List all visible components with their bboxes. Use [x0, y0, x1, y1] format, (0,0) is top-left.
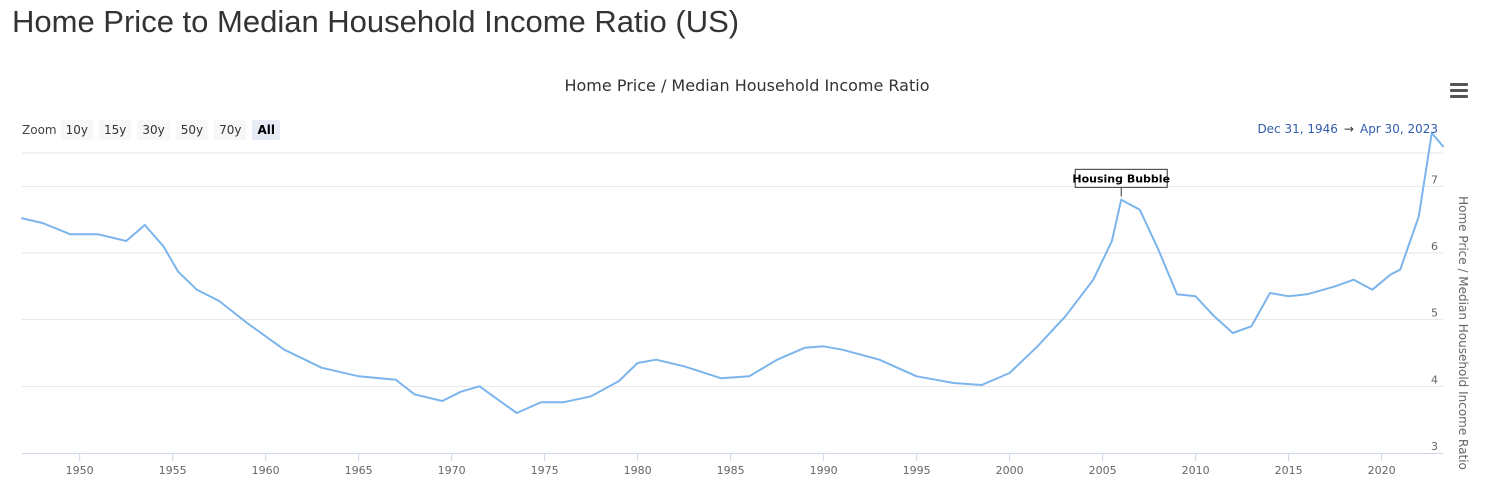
y-tick-label: 5: [1431, 307, 1438, 320]
chart-container: 1950 1955 1960 1965 1970 1975 1980 1985 1990 1995…: [0, 60, 1487, 483]
zoom-button-all[interactable]: All: [252, 120, 280, 140]
x-tick-label: 2015: [1275, 464, 1303, 477]
y-tick-label: 4: [1431, 373, 1438, 386]
x-tick-label: 1960: [252, 464, 280, 477]
x-tick-label: 2000: [996, 464, 1024, 477]
x-tick-label: 1955: [159, 464, 187, 477]
range-to-date[interactable]: Apr 30, 2023: [1359, 122, 1438, 136]
zoom-button-30y[interactable]: 30y: [137, 120, 170, 140]
hamburger-menu-icon[interactable]: [1448, 80, 1470, 100]
zoom-control: Zoom 10y 15y 30y 50y 70y All: [22, 120, 286, 140]
x-tick-label: 1970: [438, 464, 466, 477]
y-axis-label: Home Price / Median Household Income Rat…: [1456, 196, 1470, 470]
zoom-button-50y[interactable]: 50y: [175, 120, 209, 140]
zoom-button-15y[interactable]: 15y: [98, 120, 132, 140]
x-tick-label: 1950: [66, 464, 94, 477]
range-arrow-icon: →: [1343, 122, 1354, 136]
page-title: Home Price to Median Household Income Ra…: [12, 4, 740, 39]
x-tick-label: 2020: [1368, 464, 1396, 477]
zoom-label: Zoom: [22, 123, 57, 137]
range-from-date[interactable]: Dec 31, 1946: [1257, 122, 1338, 136]
x-tick-label: 1965: [345, 464, 373, 477]
y-tick-label: 3: [1431, 440, 1438, 453]
y-tick-label: 6: [1431, 240, 1438, 253]
annotation-housing-bubble: Housing Bubble: [1072, 172, 1170, 185]
chart-plot: 1950 1955 1960 1965 1970 1975 1980 1985 1990 1995…: [21, 132, 1470, 477]
x-tick-label: 2010: [1182, 464, 1210, 477]
chart-title: Home Price / Median Household Income Rat…: [564, 76, 930, 95]
zoom-button-10y[interactable]: 10y: [60, 120, 93, 140]
x-tick-label: 1975: [531, 464, 559, 477]
series-line: [21, 132, 1444, 414]
y-tick-label: 7: [1431, 173, 1438, 186]
zoom-button-70y[interactable]: 70y: [214, 120, 247, 140]
x-tick-label: 1995: [903, 464, 931, 477]
x-tick-label: 1980: [624, 464, 652, 477]
x-tick-label: 1990: [810, 464, 838, 477]
x-tick-label: 1985: [717, 464, 745, 477]
x-tick-label: 2005: [1089, 464, 1117, 477]
date-range: Dec 31, 1946 → Apr 30, 2023: [1257, 122, 1438, 136]
